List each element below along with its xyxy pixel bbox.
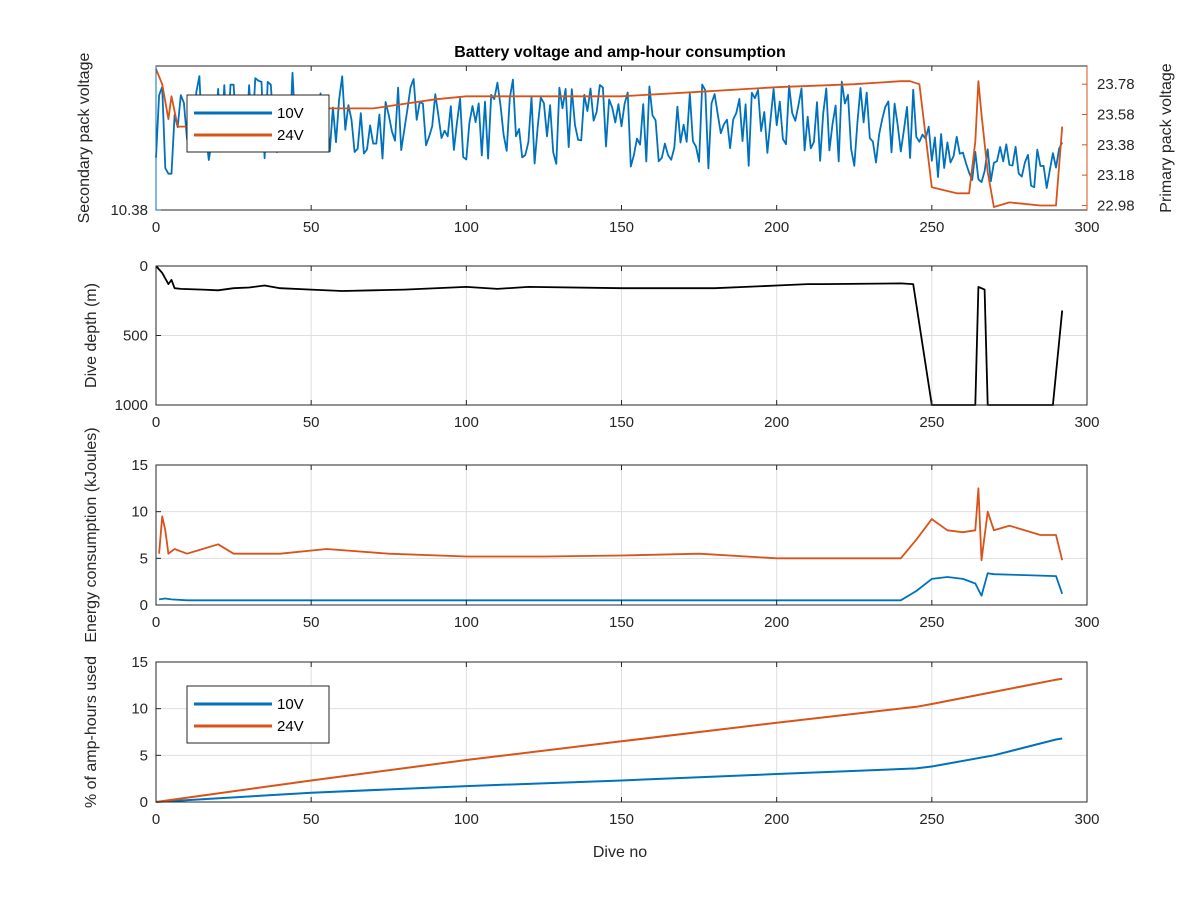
legend-label: 24V	[277, 718, 304, 735]
y-axis-label: Dive depth (m)	[83, 283, 100, 388]
x-tick-label: 250	[919, 219, 944, 236]
x-tick-label: 200	[764, 219, 789, 236]
x-tick-label: 250	[919, 811, 944, 828]
legend-label: 10V	[277, 105, 304, 122]
y-tick-label-right: 22.98	[1097, 197, 1135, 214]
y-tick-label: 1000	[115, 397, 148, 414]
x-axis-label: Dive no	[593, 844, 647, 861]
subplot-4: 0 50 100 150 200 250 300 0 5 10 15 % of amp-hours u…	[83, 654, 1100, 828]
x-tick-label: 300	[1074, 219, 1099, 236]
x-tick-label: 50	[303, 811, 320, 828]
legend-label: 24V	[277, 127, 304, 144]
x-tick-label: 300	[1074, 614, 1099, 631]
x-tick-label: 200	[764, 414, 789, 431]
x-tick-label: 100	[454, 414, 479, 431]
x-tick-label: 0	[152, 414, 160, 431]
y-tick-label: 15	[131, 457, 148, 474]
legend-label: 10V	[277, 696, 304, 713]
x-tick-label: 50	[303, 219, 320, 236]
x-tick-label: 150	[609, 414, 634, 431]
series-line-24v	[158, 487, 1064, 562]
y-tick-label: 10	[131, 504, 148, 521]
x-tick-label: 150	[609, 811, 634, 828]
series-line-10v	[155, 737, 1063, 803]
y-tick-label-right: 23.58	[1097, 107, 1135, 124]
y-tick-label-right: 23.78	[1097, 76, 1135, 93]
y-axis-label: Energy consumption (kJoules)	[83, 427, 100, 642]
y-axis-label: Secondary pack voltage	[76, 53, 93, 224]
legend-box	[186, 94, 330, 153]
x-tick-label: 50	[303, 614, 320, 631]
y-tick-label-right: 23.38	[1097, 137, 1135, 154]
y-axis-label: % of amp-hours used	[83, 656, 100, 808]
y-tick-label: 5	[140, 550, 148, 567]
x-tick-label: 250	[919, 414, 944, 431]
x-tick-label: 100	[454, 811, 479, 828]
y-tick-label-right: 23.18	[1097, 167, 1135, 184]
x-tick-label: 150	[609, 614, 634, 631]
x-tick-label: 100	[454, 614, 479, 631]
y-tick-label: 15	[131, 654, 148, 671]
x-tick-label: 300	[1074, 811, 1099, 828]
y-tick-label: 5	[140, 747, 148, 764]
series-line-24v	[155, 677, 1063, 803]
subplot-1: 0 50 100 150 200 250 300 10.38 22.98 23.18 23.38 23…	[76, 53, 1175, 236]
y-tick-label: 10.38	[110, 202, 148, 219]
x-tick-label: 200	[764, 811, 789, 828]
y-tick-label: 500	[123, 328, 148, 345]
subplot-2: 0 50 100 150 200 250 300 0 500 1000 Dive depth (m)	[83, 258, 1100, 431]
y-tick-label: 0	[140, 597, 148, 614]
x-tick-label: 150	[609, 219, 634, 236]
x-tick-label: 0	[152, 614, 160, 631]
x-tick-label: 250	[919, 614, 944, 631]
x-tick-label: 300	[1074, 414, 1099, 431]
series-line-depth	[155, 265, 1064, 406]
y-tick-label: 0	[140, 794, 148, 811]
x-tick-label: 200	[764, 614, 789, 631]
x-tick-label: 50	[303, 414, 320, 431]
y-tick-label: 0	[140, 258, 148, 275]
chart-title: Battery voltage and amp-hour consumption	[454, 44, 786, 61]
x-tick-label: 0	[152, 811, 160, 828]
y-tick-label: 10	[131, 701, 148, 718]
y-axis-label-right: Primary pack voltage	[1158, 63, 1175, 212]
x-tick-label: 0	[152, 219, 160, 236]
x-tick-label: 100	[454, 219, 479, 236]
legend-box	[186, 685, 330, 744]
subplot-3: 0 50 100 150 200 250 300 0 5 10 15 Energy consumpti…	[83, 427, 1100, 642]
